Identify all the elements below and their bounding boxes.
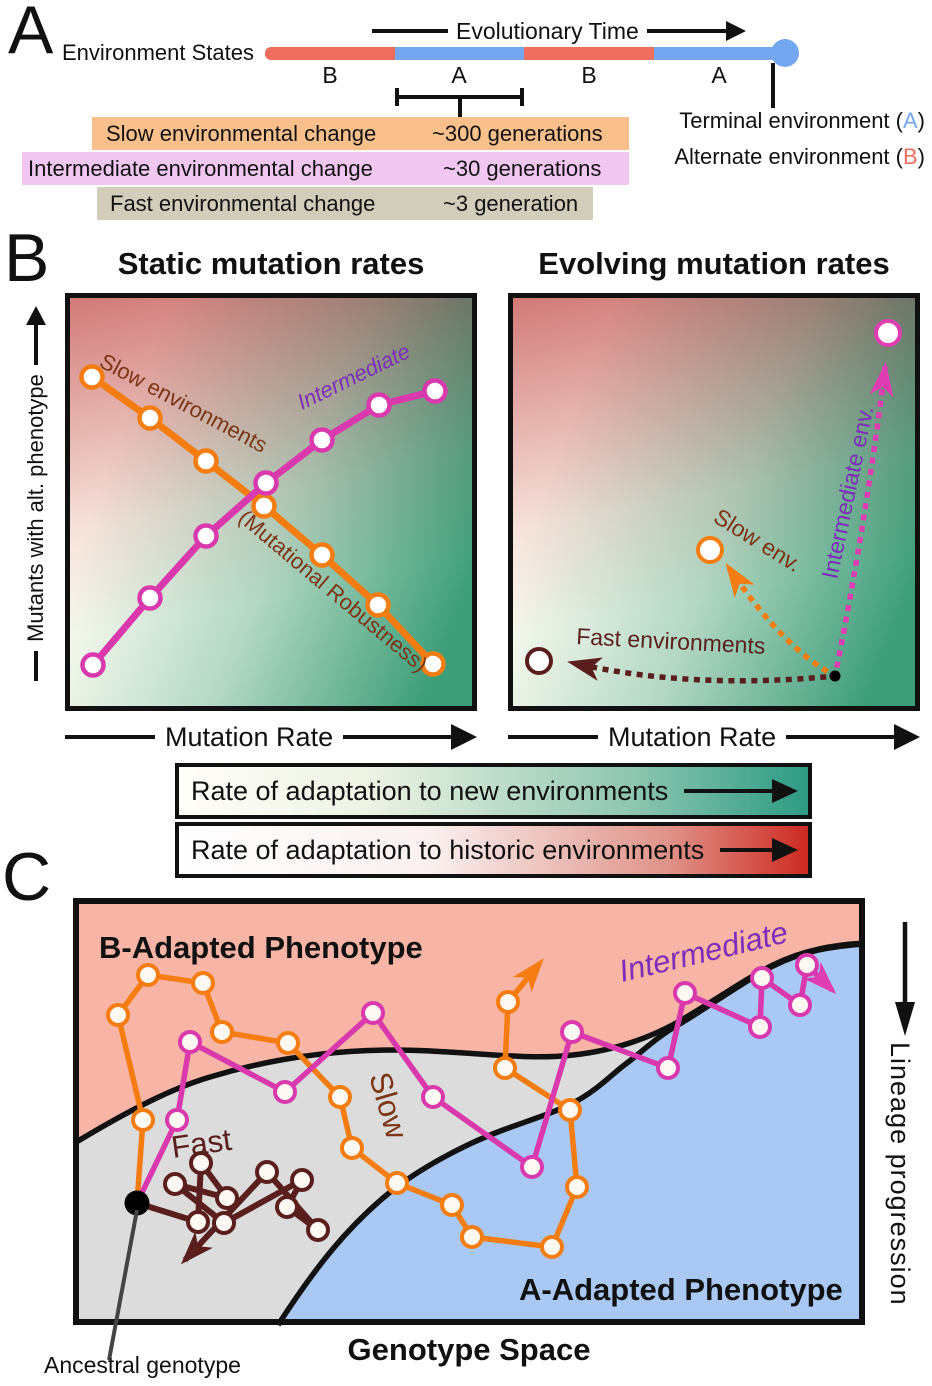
timeline-segment-a2: [654, 47, 785, 60]
ancestral-genotype-label: Ancestral genotype: [44, 1352, 241, 1378]
x-axis-line: [65, 734, 155, 740]
y-axis-label: Mutants with alt. phenotype: [10, 293, 62, 711]
evolutionary-time-label: Evolutionary Time: [456, 17, 639, 44]
panel-c-border: [73, 898, 865, 1325]
genotype-space-label: Genotype Space: [347, 1332, 591, 1367]
static-plot-svg: Slow environments Intermediate (Mutation…: [70, 298, 472, 706]
lineage-progression-label: Lineage progression: [885, 1042, 915, 1306]
alternate-env-close: ): [917, 144, 925, 169]
terminal-environment-dot: [771, 39, 799, 67]
evolutionary-time-arrow-icon: [646, 21, 747, 41]
lineage-progression-arrow-icon: [895, 922, 915, 1036]
fast-change-label: Fast environmental change: [110, 191, 376, 216]
static-mutation-plot: Slow environments Intermediate (Mutation…: [65, 293, 477, 711]
evolving-plot-svg: Fast environments Slow env. Intermediate…: [513, 298, 915, 706]
ancestral-genotype-dot: [124, 1190, 150, 1216]
duration-bracket-stem: [458, 97, 462, 120]
new-adaptation-gradient: [513, 298, 915, 706]
timeline-segment-b2: [524, 47, 654, 60]
timeline-segment-a1: [395, 47, 524, 60]
a-adapted-label: A-Adapted Phenotype: [519, 1272, 843, 1307]
duration-bracket-left-tick: [395, 88, 399, 106]
evolutionary-time-axis: Evolutionary Time: [372, 16, 747, 46]
fast-change-value: ~3 generation: [443, 191, 579, 216]
intermediate-change-value: ~30 generations: [443, 156, 602, 181]
evolving-mutation-plot: Fast environments Slow env. Intermediate…: [508, 293, 920, 711]
row-fast-change: Fast environmental change ~3 generation: [97, 187, 593, 220]
row-intermediate-change: Intermediate environmental change ~30 ge…: [22, 152, 629, 185]
b-adapted-label: B-Adapted Phenotype: [99, 930, 423, 965]
lineage-trajectories: [106, 953, 837, 1265]
segment-label-a1: A: [451, 62, 467, 88]
ancestral-pointer-line: [107, 1209, 139, 1361]
alternate-environment-legend: Alternate environment (B): [674, 144, 925, 170]
legend-historic-text: Rate of adaptation to historic environme…: [191, 834, 705, 865]
panel-c-letter: C: [2, 839, 52, 915]
environment-timeline: [265, 47, 785, 60]
genotype-space-plot: B-Adapted Phenotype A-Adapted Phenotype …: [73, 898, 865, 1361]
x-axis-right: Mutation Rate: [508, 716, 920, 758]
y-axis-arrow-icon: [33, 323, 39, 366]
legend-new-arrow-icon: [684, 779, 798, 802]
x-axis-left: Mutation Rate: [65, 716, 477, 758]
b-adapted-region: [73, 898, 865, 1144]
evolving-plot-title: Evolving mutation rates: [538, 246, 890, 281]
segment-label-a2: A: [711, 62, 727, 88]
static-plot-title: Static mutation rates: [117, 246, 425, 281]
trajectory-group: [525, 319, 902, 684]
duration-bracket-right-tick: [520, 88, 524, 106]
fast-trajectory-label: Fast: [169, 1122, 234, 1165]
static-series-group: [79, 364, 448, 678]
y-axis-text: Mutants with alt. phenotype: [23, 374, 48, 642]
x-axis-arrow-icon: [343, 724, 477, 749]
legend-new-text: Rate of adaptation to new environments: [191, 775, 669, 806]
panel-b-letter: B: [4, 220, 50, 296]
alternate-env-letter: B: [902, 144, 918, 169]
y-axis-dash: [33, 650, 39, 681]
environment-states-label: Environment States: [62, 40, 254, 65]
timeline-segment-b1: [265, 47, 395, 60]
x-axis-line: [508, 734, 598, 740]
alternate-env-text: Alternate environment (: [674, 144, 903, 169]
segment-label-b2: B: [581, 62, 597, 88]
slow-change-value: ~300 generations: [432, 121, 603, 146]
intermediate-change-label: Intermediate environmental change: [28, 156, 373, 181]
legend-historic-environments: Rate of adaptation to historic environme…: [175, 822, 812, 878]
panel-a-letter: A: [8, 0, 54, 68]
evolutionary-time-line: [372, 29, 448, 33]
terminal-environment-legend: Terminal environment (A): [679, 108, 925, 134]
terminal-env-close: ): [917, 108, 925, 133]
slow-change-label: Slow environmental change: [106, 121, 377, 146]
x-axis-arrow-icon: [786, 724, 920, 749]
terminal-env-letter: A: [902, 108, 918, 133]
x-axis-text: Mutation Rate: [608, 721, 777, 752]
legend-historic-arrow-icon: [720, 838, 798, 861]
legend-new-environments: Rate of adaptation to new environments: [175, 763, 812, 819]
x-axis-text: Mutation Rate: [165, 721, 334, 752]
segment-label-b1: B: [322, 62, 338, 88]
terminal-dot-connector-line: [771, 63, 775, 108]
row-slow-change: Slow environmental change ~300 generatio…: [92, 117, 629, 150]
terminal-env-text: Terminal environment (: [679, 108, 903, 133]
